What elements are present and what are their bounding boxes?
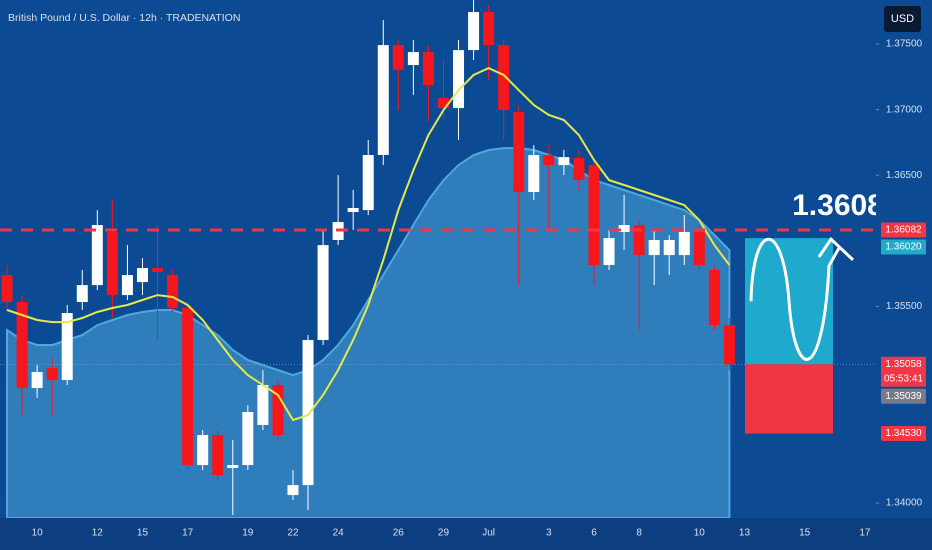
price-label: 1.34530 xyxy=(885,428,922,439)
candle-body xyxy=(377,45,389,156)
candle-body xyxy=(106,231,118,296)
time-axis xyxy=(0,518,932,550)
candle-body xyxy=(437,98,449,109)
y-tick-label: 1.35500 xyxy=(886,301,923,312)
candle-body xyxy=(197,434,209,466)
candle-body xyxy=(302,340,314,486)
moving-average xyxy=(6,66,731,422)
candle-body xyxy=(693,231,705,266)
candle-body xyxy=(723,325,735,365)
x-tick-label: 3 xyxy=(546,528,552,539)
x-tick-label: 15 xyxy=(799,528,811,539)
y-tick-label: 1.37500 xyxy=(886,39,923,50)
candle-body xyxy=(76,285,88,303)
stop-zone xyxy=(745,364,833,434)
x-tick-label: 6 xyxy=(591,528,597,539)
price-label-box xyxy=(881,222,926,238)
candle-body xyxy=(678,231,690,256)
candle-layer xyxy=(1,0,735,515)
price-label-box xyxy=(881,388,926,404)
y-tick-label: 1.37000 xyxy=(886,104,923,115)
candle-body xyxy=(347,207,359,213)
candle-body xyxy=(1,274,13,303)
price-label: 1.35039 xyxy=(885,391,922,402)
candle-body xyxy=(212,434,224,475)
candle-body xyxy=(513,111,525,192)
candle-body xyxy=(257,385,269,426)
candle-body xyxy=(16,302,28,389)
candle-body xyxy=(483,12,495,46)
price-label-box xyxy=(881,239,926,255)
candle-body xyxy=(543,155,555,166)
candle-body xyxy=(708,270,720,326)
annotation: 1.3608 xyxy=(792,189,884,222)
candle-body xyxy=(46,367,58,381)
candle-body xyxy=(663,239,675,256)
x-tick-label: 17 xyxy=(182,528,194,539)
price-label: 1.35058 xyxy=(885,359,922,370)
x-tick-label: 24 xyxy=(333,528,345,539)
projection-arrow xyxy=(817,236,855,261)
currency-label[interactable]: USD xyxy=(891,13,914,25)
candle-body xyxy=(242,412,254,466)
candle-body xyxy=(152,268,164,272)
candle-body xyxy=(558,157,570,166)
x-tick-label: 19 xyxy=(242,528,254,539)
candle-body xyxy=(121,274,133,296)
x-tick-label: 22 xyxy=(287,528,299,539)
y-tick-label: 1.36500 xyxy=(886,170,923,181)
price-label: 1.36020 xyxy=(885,242,922,253)
price-label-box xyxy=(881,426,926,442)
overlay-layer: 1.3608 xyxy=(0,66,884,434)
candle-body xyxy=(422,52,434,86)
x-tick-label: Jul xyxy=(482,528,495,539)
price-axis xyxy=(876,0,932,550)
candle-body xyxy=(91,225,103,286)
x-tick-label: 15 xyxy=(137,528,149,539)
candle-body xyxy=(453,50,465,109)
candle-body xyxy=(588,165,600,266)
y-tick-label: 1.34000 xyxy=(886,498,923,509)
candle-body xyxy=(317,245,329,341)
candle-body xyxy=(573,158,585,181)
x-tick-label: 12 xyxy=(92,528,104,539)
x-tick-label: 10 xyxy=(694,528,706,539)
candle-body xyxy=(648,239,660,256)
currency-button[interactable] xyxy=(884,6,921,32)
candle-body xyxy=(167,274,179,309)
x-tick-label: 29 xyxy=(438,528,450,539)
price-label-box xyxy=(881,356,926,387)
candle-body xyxy=(31,372,43,389)
candle-body xyxy=(603,238,615,266)
x-tick-label: 17 xyxy=(859,528,871,539)
candle-body xyxy=(392,45,404,71)
candle-body xyxy=(272,385,284,435)
projection-curve xyxy=(749,237,841,361)
candle-body xyxy=(61,313,73,381)
candle-body xyxy=(498,45,510,111)
candle-body xyxy=(528,155,540,192)
candle-body xyxy=(227,465,239,469)
price-label: 1.36082 xyxy=(885,225,922,236)
chart-title: British Pound / U.S. Dollar · 12h · TRAD… xyxy=(8,12,240,24)
candle-body xyxy=(618,225,630,232)
x-tick-label: 10 xyxy=(32,528,44,539)
candle-body xyxy=(633,225,645,256)
candle-body xyxy=(182,308,194,466)
countdown: 05:53:41 xyxy=(884,373,923,384)
x-tick-label: 26 xyxy=(393,528,405,539)
x-tick-label: 8 xyxy=(636,528,642,539)
candle-body xyxy=(136,268,148,283)
candle-body xyxy=(407,52,419,66)
candle-body xyxy=(468,12,480,51)
candle-body xyxy=(362,155,374,211)
x-tick-label: 13 xyxy=(739,528,751,539)
candle-body xyxy=(287,485,299,496)
